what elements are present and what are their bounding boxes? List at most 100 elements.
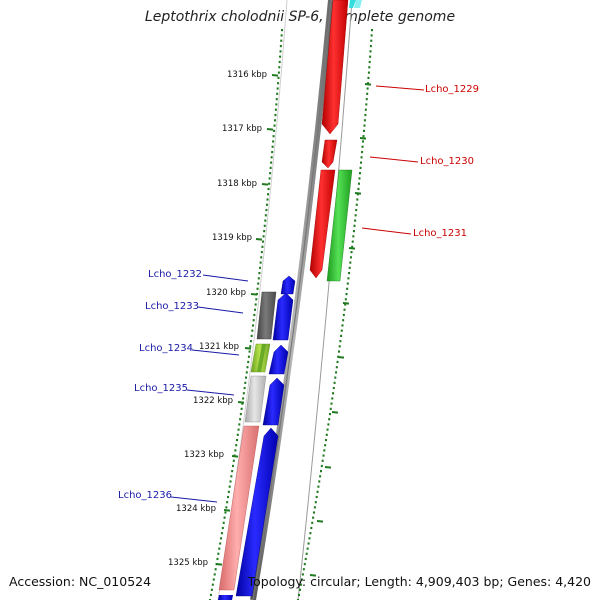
- ruler-dot: [319, 470, 322, 473]
- ruler-dot: [220, 537, 223, 540]
- ruler-dot: [229, 480, 232, 483]
- ruler-dot: [309, 532, 312, 535]
- ruler-dot: [344, 298, 347, 301]
- ruler-dot: [365, 103, 368, 106]
- ruler-dot: [314, 501, 317, 504]
- ruler-dot: [359, 172, 362, 175]
- gene-next-partial[interactable]: [218, 595, 233, 600]
- ruler-dot: [230, 475, 233, 478]
- ruler-dot: [264, 219, 267, 222]
- ruler-dot: [279, 50, 282, 53]
- ruler-dot: [240, 407, 243, 410]
- ruler-dot: [243, 386, 246, 390]
- ruler-dot: [348, 266, 351, 269]
- ruler-dot: [216, 557, 219, 561]
- ruler-dot: [269, 166, 272, 169]
- ruler-dot: [350, 251, 353, 254]
- ruler-dot: [247, 360, 250, 364]
- ruler-dot: [225, 506, 228, 509]
- gene-lcho-1236[interactable]: [218, 425, 279, 597]
- ruler-dot: [254, 303, 257, 306]
- ruler-dot: [275, 103, 278, 106]
- ruler-dot: [319, 475, 322, 478]
- ruler-dot: [269, 172, 272, 175]
- ruler-dot: [316, 490, 319, 493]
- ruler-dot: [257, 277, 260, 280]
- ruler-dot: [315, 495, 318, 499]
- genome-title: Leptothrix cholodnii SP-6, complete geno…: [144, 9, 456, 25]
- ruler-dot: [258, 271, 261, 275]
- ruler-dot: [354, 219, 357, 222]
- ruler-dot: [369, 44, 372, 48]
- ruler-dot: [303, 562, 306, 566]
- ruler-dot: [298, 588, 301, 591]
- ruler-dot: [361, 150, 364, 154]
- ruler-dot: [331, 397, 334, 400]
- ruler-dot: [265, 208, 268, 212]
- ruler-dot: [251, 329, 254, 332]
- ruler-dot: [263, 229, 266, 233]
- ruler-dot: [281, 29, 283, 32]
- cds-green-feature[interactable]: [326, 169, 353, 282]
- ruler-dot: [265, 203, 268, 206]
- tick-label: 1321 kbp: [199, 342, 239, 352]
- tick-mark: [266, 128, 274, 131]
- ruler-dot: [370, 39, 373, 42]
- ruler-dot: [218, 547, 221, 550]
- ruler-dot: [351, 245, 354, 248]
- gene-lcho-1234[interactable]: [250, 343, 289, 375]
- gene-label-lcho-1233: Lcho_1233: [145, 301, 199, 312]
- cds-sliver-top: [349, 0, 362, 8]
- ruler-dot: [364, 113, 367, 117]
- gene-lcho-1230[interactable]: [321, 139, 338, 169]
- ruler-dot: [363, 119, 366, 122]
- ruler-dot: [360, 156, 363, 159]
- ruler-dot: [335, 371, 338, 374]
- ruler-dot: [349, 256, 352, 259]
- ruler-dot: [310, 526, 313, 530]
- ruler-dot: [367, 71, 370, 74]
- tick-mark: [364, 83, 372, 86]
- ruler-dot: [351, 240, 354, 243]
- ruler-dot: [343, 308, 346, 311]
- tick-mark: [271, 74, 279, 77]
- tick-label: 1317 kbp: [222, 124, 262, 134]
- ruler-dot: [313, 506, 316, 509]
- ruler-dot: [267, 193, 270, 196]
- gene-lcho-1233[interactable]: [256, 291, 294, 341]
- gene-label-lcho-1235: Lcho_1235: [134, 383, 188, 394]
- ruler-dot: [355, 203, 358, 206]
- ruler-dot: [333, 381, 336, 384]
- ruler-dot: [326, 428, 329, 431]
- ruler-dot: [337, 350, 340, 353]
- gene-lcho-1232[interactable]: [280, 275, 296, 295]
- ruler-dot: [347, 277, 350, 280]
- ruler-dot: [369, 50, 372, 53]
- ruler-dot: [360, 161, 363, 164]
- ruler-dot: [313, 511, 316, 514]
- tick-mark: [348, 247, 356, 250]
- gene-lcho-1231-red[interactable]: [309, 169, 336, 279]
- gene-label-lcho-1231: Lcho_1231: [413, 228, 467, 239]
- ruler-dot: [262, 235, 265, 238]
- ruler-dot: [346, 287, 349, 290]
- ruler-dot: [223, 516, 226, 519]
- tick-label: 1324 kbp: [176, 504, 216, 514]
- ruler-dot: [344, 303, 347, 306]
- ruler-dot: [342, 313, 345, 317]
- ruler-dot: [235, 444, 238, 447]
- gene-lcho-1229[interactable]: [321, 0, 349, 135]
- ruler-dot: [234, 449, 237, 452]
- ruler-dot: [252, 319, 255, 322]
- ruler-dot: [273, 129, 276, 132]
- ruler-dot: [321, 459, 324, 462]
- ruler-dot: [273, 119, 276, 122]
- tick-mark: [359, 137, 367, 140]
- gene-lcho-1235[interactable]: [244, 375, 285, 426]
- ruler-dot: [232, 459, 235, 462]
- ruler-dot: [362, 129, 365, 132]
- ruler-dot: [267, 187, 270, 191]
- ruler-dot: [249, 340, 252, 343]
- ruler-dot: [277, 82, 280, 85]
- ruler-dot: [259, 266, 262, 269]
